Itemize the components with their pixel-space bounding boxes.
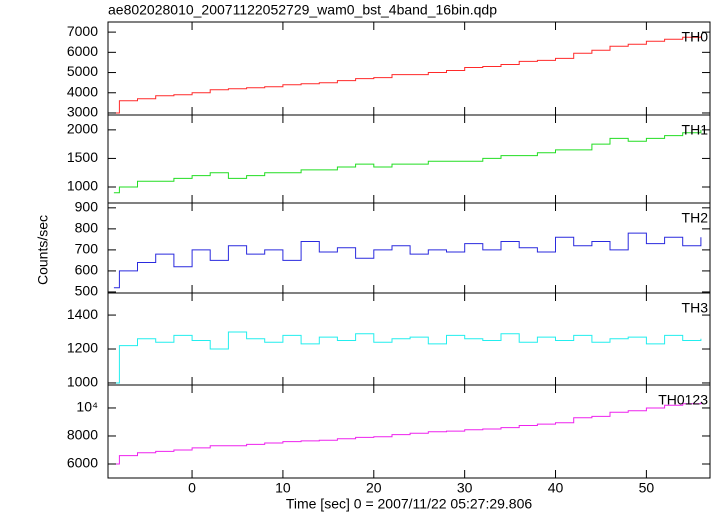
y-tick-label: 4000 (67, 83, 98, 99)
data-line (113, 129, 702, 194)
panel-label: TH0 (682, 29, 709, 45)
y-tick-label: 6000 (67, 43, 98, 59)
y-tick-label: 1400 (67, 306, 98, 322)
y-tick-label: 10⁴ (76, 399, 98, 415)
y-tick-label: 8000 (67, 427, 98, 443)
x-tick-label: 20 (366, 480, 382, 496)
y-tick-label: 1000 (67, 178, 98, 194)
data-line (113, 232, 702, 289)
y-tick-label: 5000 (67, 63, 98, 79)
panel-frame (107, 114, 711, 204)
data-line (113, 36, 702, 114)
y-tick-label: 700 (75, 241, 99, 257)
y-tick-label: 1000 (67, 374, 98, 390)
panel-label: TH0123 (658, 392, 708, 408)
x-tick-label: 50 (639, 480, 655, 496)
y-tick-label: 500 (75, 283, 99, 299)
x-tick-label: 30 (457, 480, 473, 496)
y-tick-label: 3000 (67, 104, 98, 120)
data-line (113, 402, 702, 465)
panel-label: TH1 (682, 122, 709, 138)
y-tick-label: 6000 (67, 455, 98, 471)
y-tick-label: 7000 (67, 23, 98, 39)
chart-title: ae802028010_20071122052729_wam0_bst_4ban… (108, 2, 497, 18)
x-tick-label: 40 (548, 480, 564, 496)
panel-frame (107, 21, 711, 116)
panel-frame (107, 202, 711, 294)
x-tick-label: 0 (188, 480, 196, 496)
x-axis-label: Time [sec] 0 = 2007/11/22 05:27:29.806 (286, 496, 533, 512)
panel-label: TH2 (682, 210, 709, 226)
panel-label: TH3 (682, 300, 709, 316)
y-tick-label: 600 (75, 262, 99, 278)
y-tick-label: 2000 (67, 121, 98, 137)
y-axis-label: Counts/sec (35, 215, 51, 285)
y-tick-label: 900 (75, 199, 99, 215)
x-tick-label: 10 (275, 480, 291, 496)
y-tick-label: 1200 (67, 340, 98, 356)
y-tick-label: 1500 (67, 149, 98, 165)
panel-frame (107, 384, 711, 479)
data-line (113, 331, 702, 384)
y-tick-label: 800 (75, 220, 99, 236)
